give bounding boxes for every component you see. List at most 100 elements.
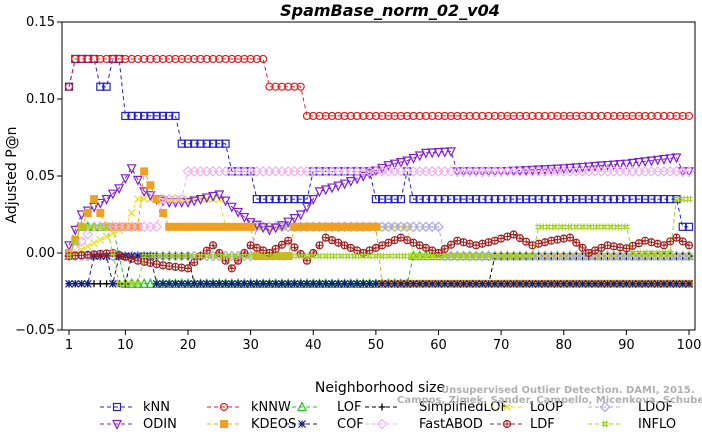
data-point-cof <box>653 279 662 288</box>
data-point-knnw <box>165 54 174 64</box>
data-point-knnw <box>584 111 593 121</box>
data-point-cof <box>184 279 192 288</box>
data-point-ldf <box>434 248 443 258</box>
data-point-knn <box>196 139 205 148</box>
data-point-knn <box>597 195 606 204</box>
data-point-cof <box>396 279 405 288</box>
data-point-inflo <box>272 252 280 260</box>
data-point-cof <box>278 279 286 288</box>
data-point-knnw <box>471 111 481 121</box>
data-point-knn <box>659 195 669 204</box>
x-tick-label: 90 <box>618 338 635 353</box>
data-point-cof <box>641 279 650 288</box>
data-point-cof <box>415 279 424 288</box>
data-point-knnw <box>666 111 675 121</box>
data-point-inflo <box>109 249 117 257</box>
data-point-cof <box>340 279 349 288</box>
data-point-knnw <box>246 54 255 64</box>
data-point-knn <box>140 111 149 121</box>
data-point-inflo <box>372 252 380 260</box>
data-point-loop <box>90 239 99 248</box>
data-point-inflo <box>485 252 493 260</box>
data-point-odin <box>671 153 682 164</box>
data-point-knnw <box>403 111 412 121</box>
data-point-cof <box>384 279 393 288</box>
data-point-knn <box>390 195 399 204</box>
data-point-loop <box>102 232 111 241</box>
data-point-knn <box>221 139 230 148</box>
data-point-knnw <box>140 54 149 64</box>
data-point-knnw <box>459 111 468 121</box>
data-point-cof <box>465 279 474 288</box>
data-point-knnw <box>346 111 355 121</box>
data-point-ldf <box>440 244 449 253</box>
data-point-odin <box>251 220 262 231</box>
data-point-knnw <box>434 111 443 121</box>
data-point-ldf <box>190 258 199 267</box>
data-point-ldf <box>572 238 581 247</box>
data-point-knn <box>171 111 180 121</box>
chart-title: SpamBase_norm_02_v04 <box>280 1 500 20</box>
data-point-knn <box>133 111 142 121</box>
data-point-ldf <box>666 237 675 246</box>
data-point-knnw <box>590 111 600 121</box>
data-point-cof <box>296 279 305 288</box>
data-point-inflo <box>359 252 367 260</box>
data-point-cof <box>434 279 443 288</box>
data-point-knnw <box>208 54 218 64</box>
legend-marker-fastabod <box>376 418 388 430</box>
data-point-odin <box>621 159 632 170</box>
data-point-odin <box>602 160 613 171</box>
data-point-ldf <box>315 241 324 250</box>
data-point-cof <box>328 279 336 288</box>
data-point-inflo <box>366 252 374 260</box>
data-point-knn <box>628 195 637 204</box>
data-point-cof <box>422 279 430 288</box>
data-point-knn <box>284 195 293 204</box>
data-point-cof <box>378 279 387 288</box>
data-point-cof <box>591 279 599 288</box>
series-kdeos <box>65 167 693 288</box>
data-point-ldf <box>659 241 669 250</box>
data-point-odin <box>333 181 344 192</box>
data-point-cof <box>403 279 412 288</box>
data-point-inflo <box>403 252 411 260</box>
data-point-fastabod <box>683 166 695 177</box>
data-point-inflo <box>560 223 568 231</box>
data-point-cof <box>234 279 243 288</box>
data-point-odin <box>571 163 582 174</box>
data-point-knn <box>233 167 243 176</box>
legend-label-loop: LoOP <box>530 400 563 415</box>
data-point-cof <box>490 279 499 288</box>
data-point-cof <box>290 279 299 288</box>
data-point-cof <box>284 279 293 288</box>
legend-marker-simplifiedlof <box>378 403 386 411</box>
data-point-knnw <box>572 111 581 121</box>
data-point-cof <box>478 279 487 288</box>
data-point-knn <box>559 195 568 204</box>
data-point-knn <box>96 82 105 91</box>
data-point-kdeos <box>146 181 155 190</box>
data-point-knnw <box>597 111 606 121</box>
data-point-knn <box>277 195 287 204</box>
data-point-inflo <box>228 252 236 260</box>
data-point-cof <box>65 279 73 288</box>
data-point-odin <box>577 162 588 173</box>
data-point-odin <box>615 160 626 170</box>
data-point-knnw <box>83 54 92 64</box>
data-point-knnw <box>252 54 261 64</box>
data-point-knnw <box>340 111 349 121</box>
legend-marker-inflo <box>601 420 609 428</box>
y-tick-label: 0.00 <box>26 246 55 261</box>
data-point-inflo <box>341 252 349 260</box>
y-tick-label: 0.10 <box>26 92 55 107</box>
data-point-cof <box>309 279 318 288</box>
data-point-inflo <box>65 252 73 260</box>
x-tick-label: 20 <box>180 338 197 353</box>
data-point-knnw <box>390 111 399 121</box>
data-point-odin <box>264 225 275 236</box>
data-point-inflo <box>441 252 449 260</box>
data-point-inflo <box>453 252 461 260</box>
data-point-odin <box>608 160 619 171</box>
